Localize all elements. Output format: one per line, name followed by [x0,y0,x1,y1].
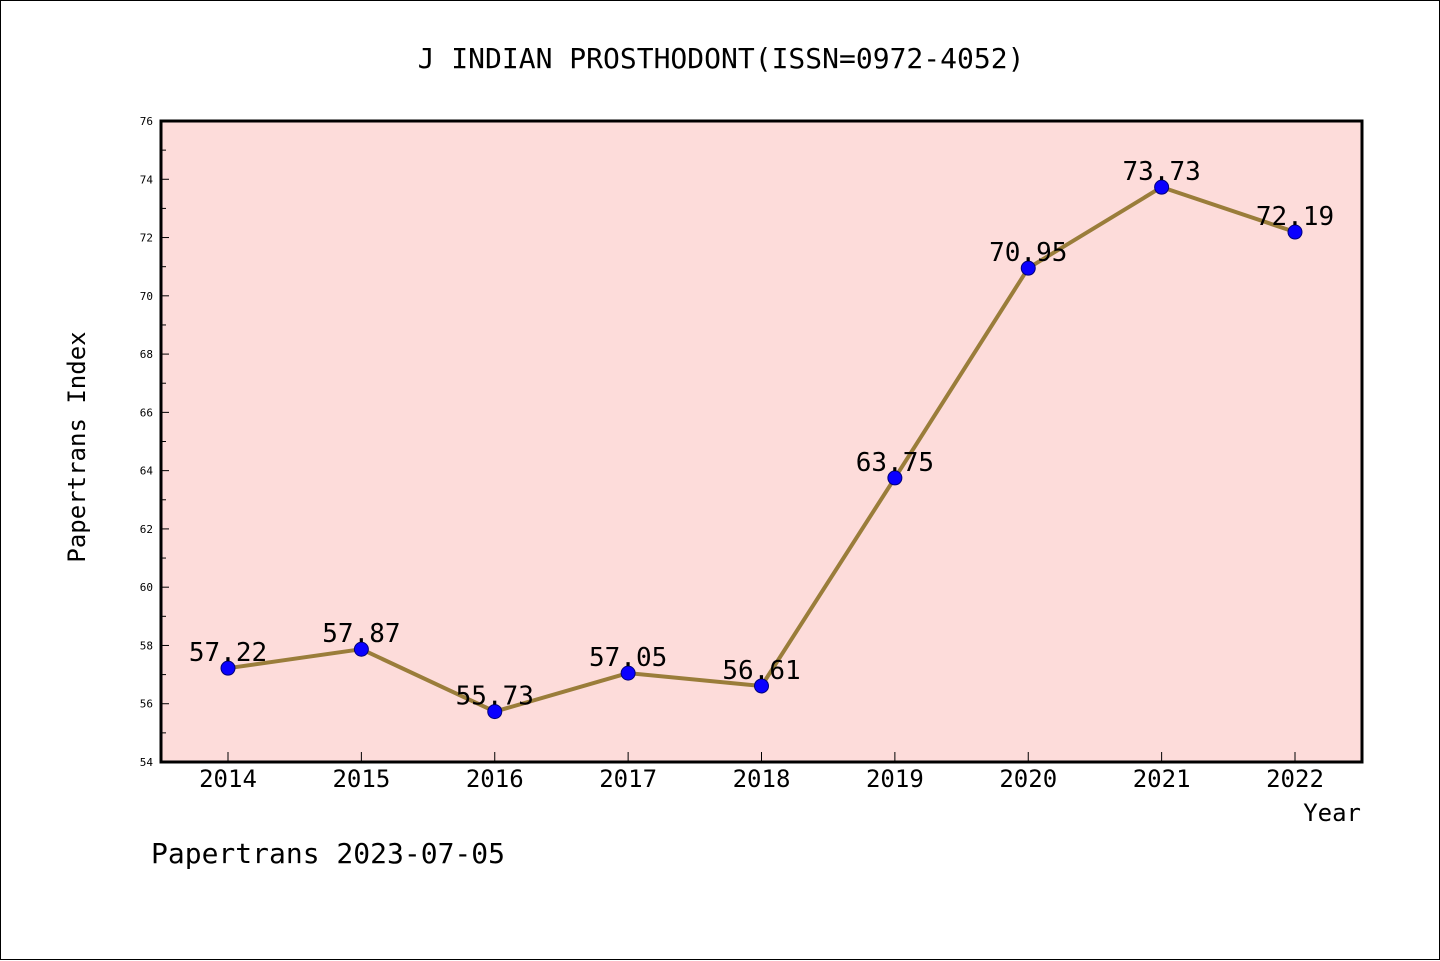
data-label: 57.05 [589,643,667,673]
data-point [1020,260,1036,276]
y-tick-label: 58 [140,639,153,652]
data-point [620,665,636,681]
x-tick-label: 2019 [866,765,924,793]
x-tick-label: 2015 [332,765,390,793]
y-tick-label: 76 [140,115,153,128]
y-tick-label: 74 [140,173,154,186]
data-points [220,179,1303,720]
y-tick-label: 62 [140,523,153,536]
x-tick-label: 2017 [599,765,657,793]
x-tick-label: 2020 [999,765,1057,793]
data-point [1287,224,1303,240]
data-point [887,470,903,486]
data-point [754,678,769,694]
data-label: 55.73 [456,682,534,712]
data-label: 72.19 [1256,202,1334,232]
y-tick-label: 66 [140,406,153,419]
y-axis: 54 56 58 60 62 64 66 68 70 72 74 76 [140,115,169,769]
data-label: 57.87 [322,619,400,649]
y-tick-label: 64 [140,465,154,478]
chart-title: J INDIAN PROSTHODONT(ISSN=0972-4052) [418,42,1025,75]
x-tick-label: 2021 [1133,765,1191,793]
x-tick-label: 2018 [733,765,791,793]
data-label: 56.61 [722,656,800,686]
data-point [353,641,369,657]
y-axis-label: Papertrans Index [63,331,91,562]
data-labels: 57.22 57.87 55.73 57.05 56.61 63.75 70.95 73.73… [189,157,1334,711]
data-label: 57.22 [189,638,267,668]
y-tick-label: 56 [140,698,153,711]
y-tick-label: 72 [140,232,153,245]
y-tick-label: 70 [140,290,153,303]
y-tick-label: 60 [140,581,153,594]
x-tick-label: 2022 [1266,765,1324,793]
y-tick-label: 54 [140,756,154,769]
plot-border [159,119,1364,764]
x-axis-label: Year [1303,799,1361,827]
y-tick-label: 68 [140,348,153,361]
data-point [487,704,503,720]
x-axis: 2014 2015 2016 2017 2018 2019 2020 2021 2022 [199,752,1324,793]
data-point [220,660,236,676]
footer-note: Papertrans 2023-07-05 [151,837,506,870]
data-point [1154,179,1170,195]
data-label: 73.73 [1122,157,1200,187]
x-tick-label: 2016 [466,765,524,793]
data-label: 63.75 [856,448,934,478]
data-label: 70.95 [989,238,1067,268]
x-tick-label: 2014 [199,765,257,793]
